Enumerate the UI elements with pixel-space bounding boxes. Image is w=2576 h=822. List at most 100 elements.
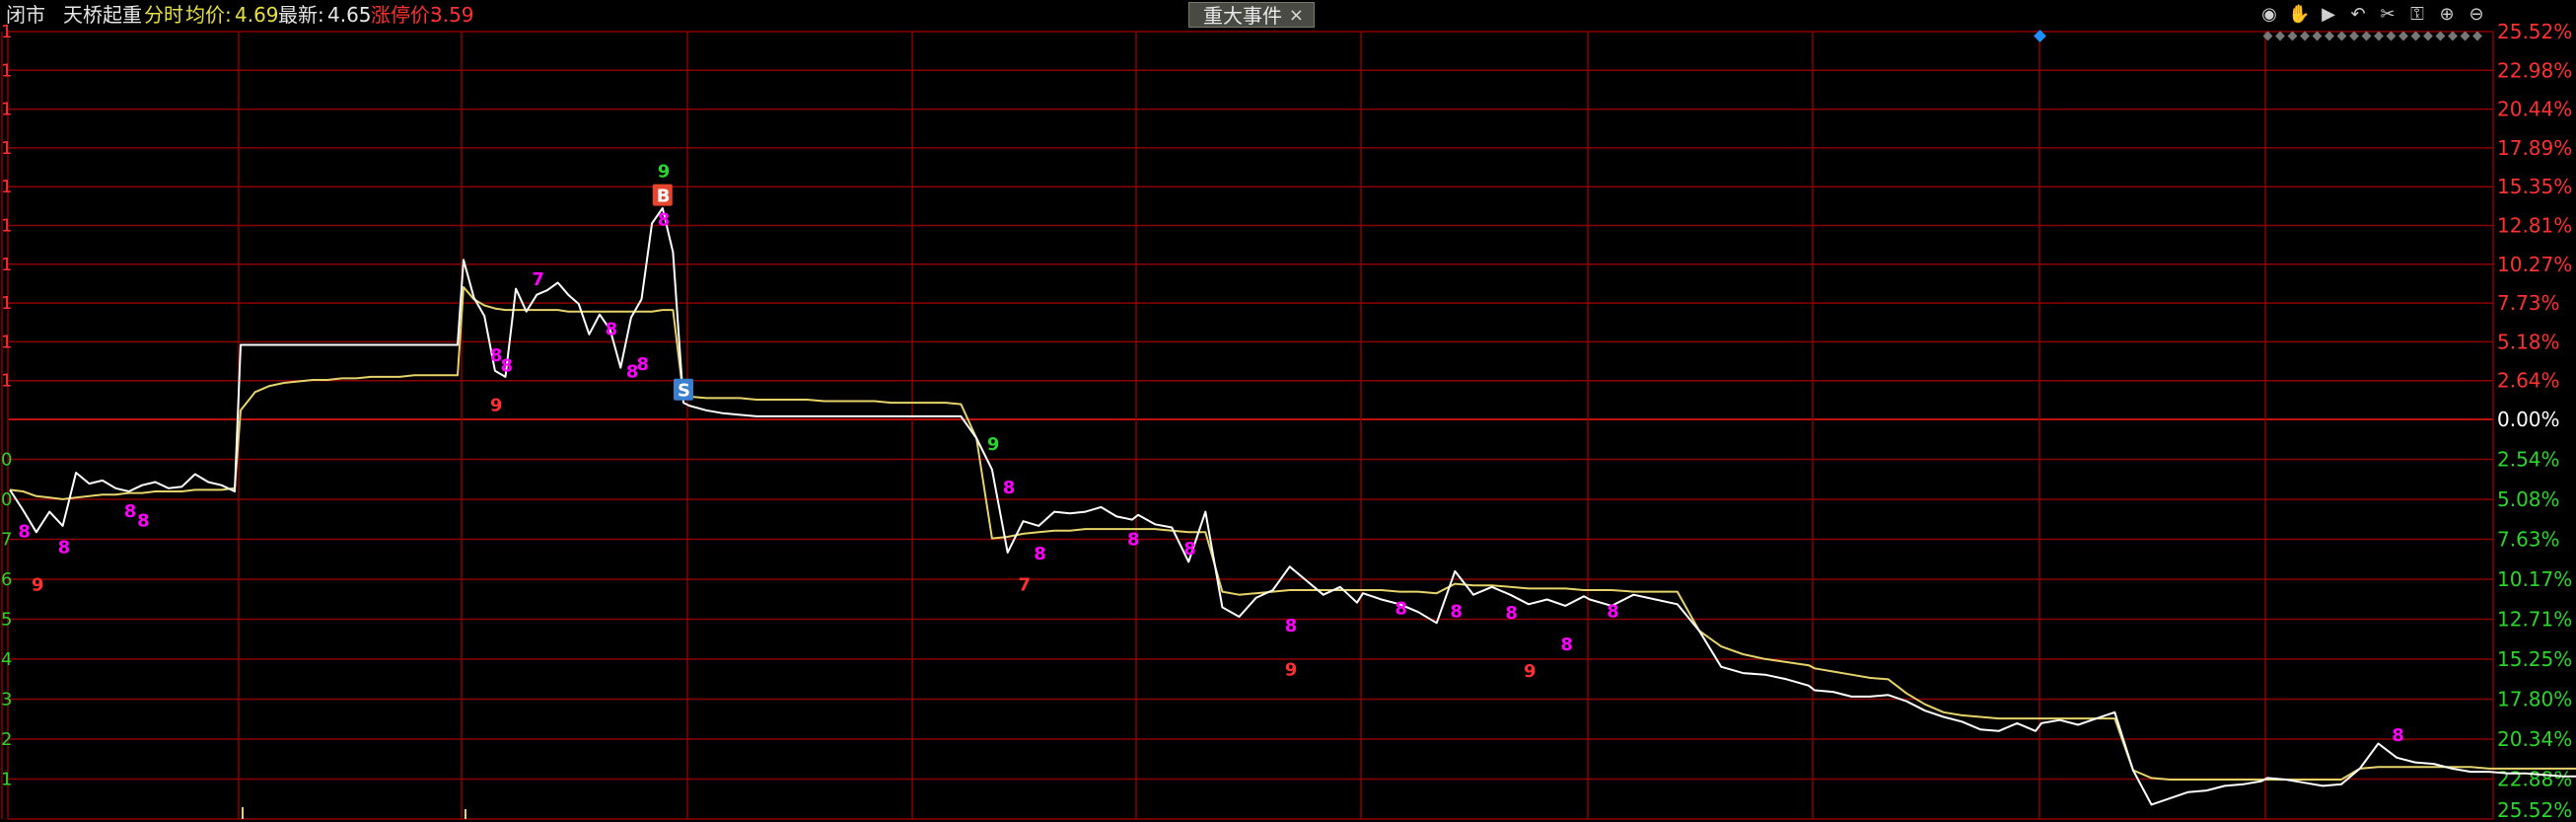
y-tick-label-left: 1 bbox=[1, 770, 12, 790]
td-marker: 8 bbox=[58, 538, 71, 559]
y-tick-label-left: 1 bbox=[1, 371, 12, 392]
y-tick-label-right: 15.35% bbox=[2497, 175, 2572, 198]
y-tick-label-left: 1 bbox=[1, 177, 12, 197]
y-tick-label-right: 12.81% bbox=[2497, 214, 2572, 238]
td-marker: 8 bbox=[1285, 616, 1298, 636]
y-tick-label-right: 22.88% bbox=[2497, 768, 2572, 791]
avg-price-series bbox=[9, 286, 2576, 781]
zoom-in-icon[interactable]: ⊕ bbox=[2439, 4, 2455, 25]
chart-mode: 分时 bbox=[144, 3, 183, 27]
event-dot-icon bbox=[2275, 31, 2285, 41]
td-marker: 8 bbox=[18, 522, 31, 543]
td-marker: 8 bbox=[1034, 544, 1046, 564]
lock-icon[interactable]: ⚿ bbox=[2410, 4, 2424, 25]
market-status: 闭市 bbox=[6, 3, 45, 27]
event-dot-icon bbox=[2300, 31, 2310, 41]
y-tick-label-right: 22.98% bbox=[2497, 58, 2572, 82]
event-dot-icon bbox=[2386, 31, 2397, 41]
y-tick-label-left: 1 bbox=[1, 255, 12, 275]
td-marker: 7 bbox=[532, 269, 544, 290]
td-marker: 8 bbox=[1450, 602, 1463, 623]
td-count-label: 9 bbox=[987, 434, 1000, 455]
y-tick-label-left: 2 bbox=[1, 729, 12, 750]
td-marker: 8 bbox=[124, 501, 137, 522]
y-tick-label-left: 5 bbox=[1, 610, 12, 631]
major-events-tab[interactable]: 重大事件 × bbox=[1188, 2, 1315, 28]
scissors-icon[interactable]: ✂ bbox=[2380, 4, 2396, 25]
chart-grid bbox=[1, 31, 2494, 820]
stock-name[interactable]: 天桥起重 bbox=[63, 3, 142, 27]
td-marker: 8 bbox=[1607, 602, 1619, 623]
limit-price-label: 涨停价: bbox=[371, 3, 437, 27]
y-tick-label-left: 1 bbox=[1, 100, 12, 120]
y-tick-label-left: 1 bbox=[1, 60, 12, 81]
td-marker: 8 bbox=[1505, 603, 1518, 624]
event-dot-icon bbox=[2374, 31, 2384, 41]
chart-annotations: 9 9 9 B S 9 7 9 9 bbox=[32, 161, 1537, 681]
chart-toolbar: ◉ ✋ ▶ ↶ ✂ ⚿ ⊕ ⊖ bbox=[2258, 4, 2495, 26]
td-marker: 8 bbox=[626, 362, 639, 383]
y-tick-label-left: 6 bbox=[1, 569, 12, 590]
y-tick-label-right: 20.44% bbox=[2497, 98, 2572, 121]
y-tick-label-right: 20.34% bbox=[2497, 727, 2572, 751]
y-axis-labels-left: 1 1 1 1 1 1 1 1 1 1 0 0 7 6 5 4 3 2 1 bbox=[1, 22, 12, 790]
hand-icon[interactable]: ✋ bbox=[2288, 4, 2311, 25]
y-tick-label-left: 4 bbox=[1, 649, 12, 670]
major-events-label: 重大事件 bbox=[1203, 4, 1282, 28]
zoom-out-icon[interactable]: ⊖ bbox=[2469, 4, 2484, 25]
td-marker: 8 bbox=[2392, 725, 2404, 746]
td-marker: 8 bbox=[1395, 598, 1407, 619]
td-marker: 8 bbox=[658, 210, 671, 231]
event-dot-icon bbox=[2361, 31, 2372, 41]
y-tick-label-right: 7.63% bbox=[2497, 528, 2560, 552]
y-tick-label-left: 1 bbox=[1, 216, 12, 237]
undo-icon[interactable]: ↶ bbox=[2350, 4, 2366, 25]
y-tick-label-right: 15.25% bbox=[2497, 647, 2572, 671]
td-marker: 8 bbox=[637, 354, 650, 375]
avg-price-label: 均价: bbox=[185, 3, 232, 27]
y-tick-label-left: 0 bbox=[1, 450, 12, 471]
y-tick-label-right: 25.52% bbox=[2497, 20, 2572, 43]
y-tick-label-left: 1 bbox=[1, 138, 12, 159]
y-tick-label-right: 2.54% bbox=[2497, 448, 2560, 472]
limit-price-value: 3.59 bbox=[430, 3, 474, 27]
event-dot-icon bbox=[2287, 31, 2298, 41]
td-marker: 8 bbox=[1003, 478, 1016, 498]
event-dot-icon bbox=[2448, 31, 2458, 41]
event-dot-icon bbox=[2336, 31, 2347, 41]
td-marker: 8 bbox=[137, 511, 150, 532]
y-tick-label-left: 1 bbox=[1, 22, 12, 42]
event-dot-icon bbox=[2349, 31, 2359, 41]
y-tick-label-right: 0.00% bbox=[2497, 408, 2560, 431]
y-tick-label-right: 17.80% bbox=[2497, 688, 2572, 711]
event-dot-icon bbox=[2423, 31, 2433, 41]
y-tick-label-right: 5.08% bbox=[2497, 487, 2560, 511]
event-dot-icon bbox=[2410, 31, 2421, 41]
event-dot-icon bbox=[2325, 31, 2334, 41]
td-count-label: 9 bbox=[1524, 661, 1537, 682]
latest-price-value: 4.65 bbox=[327, 3, 372, 27]
eye-icon[interactable]: ◉ bbox=[2261, 4, 2277, 25]
y-tick-label-right: 10.17% bbox=[2497, 567, 2572, 591]
td-marker: 8 bbox=[1560, 635, 1573, 655]
y-axis-labels-right: 25.52% 22.98% 20.44% 17.89% 15.35% 12.81% 10.2… bbox=[2497, 20, 2572, 822]
td-marker: 8 bbox=[500, 356, 513, 377]
sell-badge bbox=[674, 378, 693, 401]
event-dot-icon bbox=[2460, 31, 2470, 41]
price-line bbox=[9, 206, 2576, 806]
buy-badge-label: B bbox=[657, 187, 671, 207]
y-tick-label-left: 0 bbox=[1, 489, 12, 510]
sell-badge-label: S bbox=[678, 381, 690, 402]
avg-price-value: 4.69 bbox=[235, 3, 279, 27]
td-marker: 8 bbox=[490, 345, 503, 366]
close-icon[interactable]: × bbox=[1288, 5, 1304, 26]
y-tick-label-left: 7 bbox=[1, 530, 12, 551]
event-markers bbox=[242, 30, 2482, 819]
header-bar: 闭市 天桥起重 分时 均价: 4.69 最新: 4.65 涨停价: 3.59 重… bbox=[0, 0, 2576, 30]
y-tick-label-right: 5.18% bbox=[2497, 330, 2560, 353]
latest-price-label: 最新: bbox=[278, 3, 324, 27]
play-icon[interactable]: ▶ bbox=[2322, 4, 2335, 25]
event-dot-icon bbox=[2435, 31, 2446, 41]
